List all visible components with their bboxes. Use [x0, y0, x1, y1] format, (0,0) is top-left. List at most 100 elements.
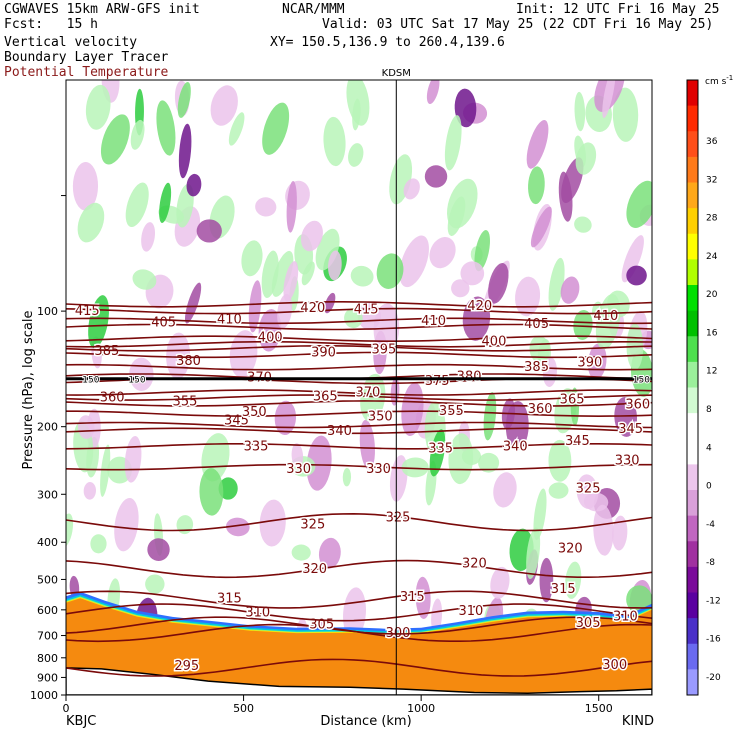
- w-cell: [306, 435, 332, 491]
- theta-contour: [66, 590, 652, 609]
- theta-label: 385: [524, 360, 549, 375]
- theta-label: 315: [217, 591, 242, 606]
- colorbar-tick-label: 24: [706, 252, 718, 262]
- w-cell: [283, 261, 299, 302]
- theta-contour: [66, 335, 652, 342]
- theta-label: 395: [371, 343, 396, 358]
- theta-label: 355: [439, 404, 464, 419]
- w-cell: [318, 537, 341, 569]
- w-cell: [178, 123, 192, 179]
- w-cell: [342, 467, 352, 487]
- w-cell: [196, 219, 222, 243]
- w-cell: [401, 382, 424, 437]
- w-cell: [612, 87, 639, 142]
- w-cell: [350, 265, 374, 287]
- w-cell: [248, 280, 262, 333]
- theta-contour: [66, 410, 652, 418]
- w-cell: [199, 468, 224, 516]
- colorbar-swatch: [687, 464, 698, 491]
- theta-label: 345: [618, 422, 643, 437]
- colorbar-swatch: [687, 361, 698, 388]
- model-name: CGWAVES 15km ARW-GFS init: [4, 2, 200, 17]
- w-cell: [460, 261, 485, 286]
- w-cell: [478, 452, 500, 473]
- w-cell: [241, 240, 263, 277]
- w-cell: [621, 235, 644, 283]
- w-cell: [300, 220, 323, 252]
- w-cell: [114, 497, 139, 552]
- theta-label: 335: [428, 442, 453, 457]
- w-cell: [159, 182, 172, 223]
- w-cell: [301, 261, 315, 286]
- ground-surface: [66, 667, 652, 695]
- theta-label: 400: [482, 335, 507, 350]
- w-cell: [488, 262, 509, 304]
- theta-contour: [66, 394, 652, 401]
- theta-label: 330: [286, 462, 311, 477]
- w-cell: [451, 279, 470, 298]
- field-label-theta: Potential Temperature: [4, 65, 169, 80]
- w-cell: [145, 574, 165, 594]
- theta-contour: [66, 323, 652, 331]
- w-cell: [77, 202, 105, 243]
- colorbar-tick-label: -8: [706, 558, 715, 568]
- w-cell: [554, 388, 577, 434]
- w-cell: [186, 173, 202, 197]
- w-cell: [526, 527, 541, 580]
- field-label-tracer: Boundary Layer Tracer: [4, 50, 169, 65]
- w-cell: [403, 178, 420, 200]
- theta-label: 370: [355, 386, 380, 401]
- colorbar-swatch: [687, 285, 698, 312]
- w-cell: [210, 85, 238, 126]
- theta-label: 295: [174, 659, 199, 674]
- theta-label: 405: [151, 315, 176, 330]
- w-cell: [271, 250, 294, 297]
- w-cell: [626, 585, 652, 614]
- w-cell: [401, 457, 429, 478]
- w-cell: [226, 517, 250, 537]
- w-cell: [429, 236, 456, 269]
- w-cell: [259, 499, 286, 547]
- w-cell: [262, 102, 290, 155]
- w-cell: [344, 308, 363, 329]
- colorbar-tick-label: 8: [706, 405, 712, 415]
- w-cell: [426, 80, 440, 105]
- theta-label: 365: [313, 390, 338, 405]
- colorbar-swatch: [687, 336, 698, 363]
- w-cell: [83, 482, 96, 500]
- w-cell: [261, 250, 279, 299]
- colorbar-swatch: [687, 233, 698, 260]
- y-tick-label: 100: [37, 305, 58, 318]
- y-tick-label: 800: [37, 652, 58, 665]
- w-cell: [573, 309, 593, 340]
- w-cell: [352, 98, 361, 131]
- colorbar-swatch: [687, 208, 698, 235]
- y-axis: 100 200 300 400 500 600 700 800 900 1000: [30, 195, 66, 702]
- theta-label: 340: [503, 439, 528, 454]
- w-cell: [558, 171, 573, 222]
- theta-label: 410: [593, 309, 618, 324]
- theta-label: 320: [462, 557, 487, 572]
- theta-contour: [66, 345, 652, 352]
- theta-label: 310: [458, 604, 483, 619]
- theta-label: 325: [576, 482, 601, 497]
- tropopause-line: 150 150 150: [66, 375, 652, 387]
- theta-label: 310: [613, 610, 638, 625]
- x-tick-label: 500: [233, 702, 254, 715]
- theta-contour: [66, 317, 652, 325]
- theta-label: 360: [100, 391, 125, 406]
- w-cell: [328, 250, 342, 281]
- theta-label: 300: [602, 658, 627, 673]
- colorbar-swatch: [687, 387, 698, 414]
- w-cell: [323, 116, 346, 167]
- y-tick-label: 400: [37, 536, 58, 549]
- colorbar-swatch: [687, 541, 698, 568]
- colorbar-tick-label: -20: [706, 673, 721, 683]
- colorbar-swatch: [687, 80, 698, 107]
- colorbar-tick-label: -4: [706, 520, 715, 530]
- colorbar-swatch: [687, 669, 698, 696]
- colorbar-swatch: [687, 490, 698, 517]
- w-cell: [424, 165, 448, 188]
- colorbar-unit: cm s-1: [705, 74, 733, 87]
- theta-label: 420: [300, 301, 325, 316]
